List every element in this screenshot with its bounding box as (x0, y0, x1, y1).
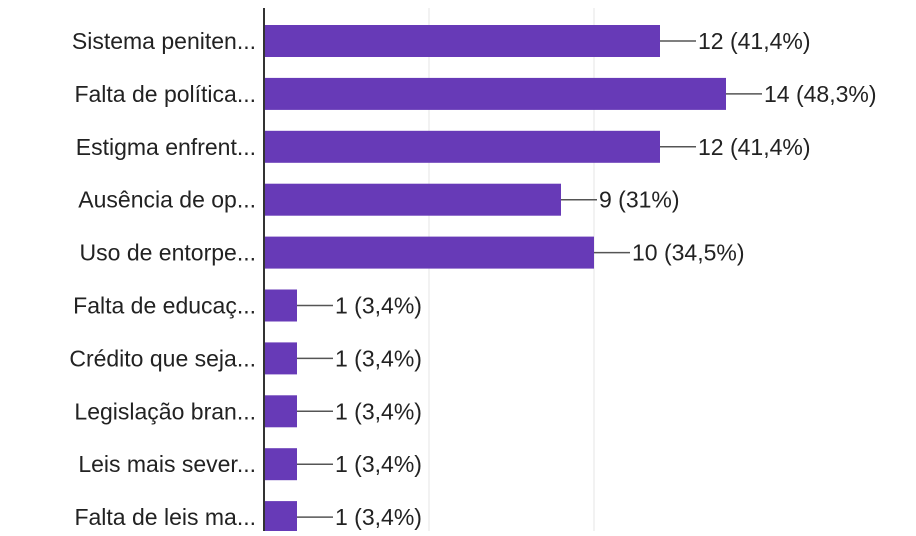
category-label: Falta de política... (74, 81, 256, 107)
data-label: 12 (41,4%) (698, 134, 811, 160)
bar (264, 130, 660, 163)
data-label: 1 (3,4%) (335, 451, 422, 477)
category-label: Falta de leis ma... (74, 504, 256, 530)
category-label: Crédito que seja... (69, 345, 256, 371)
category-label: Ausência de op... (78, 187, 256, 213)
bar (264, 77, 726, 110)
category-label: Sistema peniten... (72, 28, 256, 54)
bar (264, 183, 561, 216)
bar (264, 236, 594, 269)
bars (264, 25, 726, 534)
bar (264, 289, 297, 322)
bar (264, 25, 660, 57)
bar (264, 342, 297, 375)
data-label: 1 (3,4%) (335, 345, 422, 371)
bar (264, 501, 297, 534)
category-label: Falta de educaç... (73, 293, 256, 319)
data-label: 14 (48,3%) (764, 81, 877, 107)
data-label: 1 (3,4%) (335, 293, 422, 319)
leader-lines (297, 40, 762, 518)
category-label: Uso de entorpe... (80, 240, 256, 266)
data-label: 9 (31%) (599, 187, 680, 213)
bar (264, 395, 297, 428)
category-label: Legislação bran... (74, 398, 256, 424)
labels: 12 (41,4%) Sistema peniten... 14 (48,3%) Fa… (69, 28, 876, 530)
data-label: 12 (41,4%) (698, 28, 811, 54)
data-label: 10 (34,5%) (632, 240, 745, 266)
bar (264, 448, 297, 481)
category-label: Leis mais sever... (78, 451, 256, 477)
data-label: 1 (3,4%) (335, 504, 422, 530)
data-label: 1 (3,4%) (335, 398, 422, 424)
category-label: Estigma enfrent... (76, 134, 256, 160)
